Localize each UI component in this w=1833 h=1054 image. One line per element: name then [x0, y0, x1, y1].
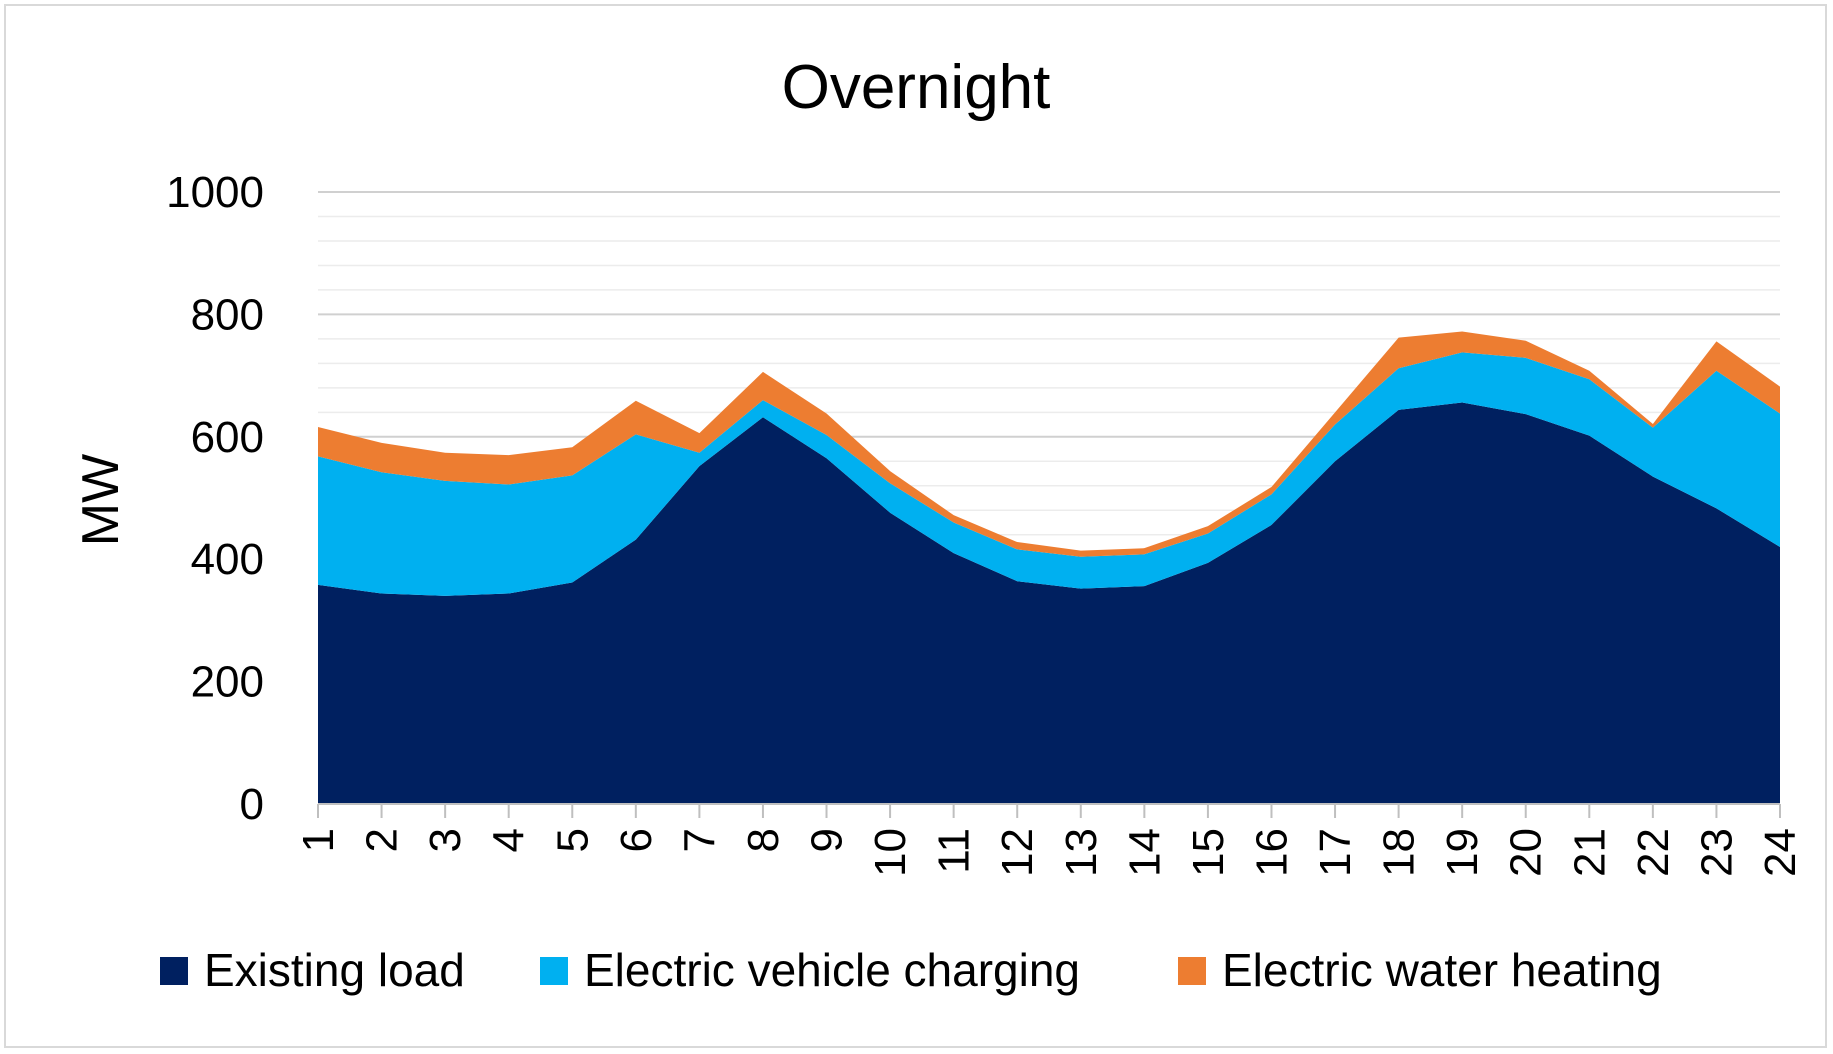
- y-axis-label: MW: [72, 454, 130, 546]
- x-tick-label: 24: [1756, 828, 1805, 877]
- x-tick-label: 21: [1565, 828, 1614, 877]
- y-tick-label: 1000: [166, 168, 264, 217]
- x-tick-label: 1: [294, 828, 343, 852]
- x-tick-label: 18: [1375, 828, 1424, 877]
- x-tick-label: 10: [866, 828, 915, 877]
- x-tick-label: 4: [485, 828, 534, 852]
- x-tick-label: 6: [612, 828, 661, 852]
- area-electric-vehicle-charging: [318, 352, 1780, 596]
- area-existing-load: [318, 402, 1780, 804]
- y-tick-label: 0: [240, 780, 264, 829]
- series-areas: [318, 331, 1780, 804]
- area-electric-water-heating: [318, 331, 1780, 557]
- legend-label: Electric water heating: [1222, 944, 1662, 996]
- x-tick-label: 9: [803, 828, 852, 852]
- x-tick-label: 17: [1311, 828, 1360, 877]
- y-tick-label: 400: [191, 535, 264, 584]
- x-tick-label: 14: [1120, 828, 1169, 877]
- x-tick-label: 5: [548, 828, 597, 852]
- x-tick-label: 15: [1184, 828, 1233, 877]
- x-tick-label: 13: [1057, 828, 1106, 877]
- y-tick-label: 200: [191, 658, 264, 707]
- y-tick-labels: 0 200 400 600 800 1000: [166, 168, 264, 829]
- legend-label: Existing load: [204, 944, 465, 996]
- x-tick-label: 7: [675, 828, 724, 852]
- x-tick-label: 12: [993, 828, 1042, 877]
- x-tick-label: 3: [421, 828, 470, 852]
- legend-swatch: [160, 957, 188, 985]
- y-tick-label: 600: [191, 413, 264, 462]
- x-tick-label: 2: [358, 828, 407, 852]
- x-tick-label: 22: [1629, 828, 1678, 877]
- x-tick-label: 8: [739, 828, 788, 852]
- legend-swatch: [540, 957, 568, 985]
- x-tick-label: 20: [1502, 828, 1551, 877]
- x-tick-label: 23: [1692, 828, 1741, 877]
- x-tick-label: 19: [1438, 828, 1487, 877]
- axes: [317, 803, 1781, 818]
- legend-swatch: [1178, 957, 1206, 985]
- x-tick-label: 11: [930, 828, 979, 874]
- x-tick-labels: 1 2 3 4 5 6 7 8 9 10 11 12 13 14 15 16 17 18 19 20 21 22 23 24: [294, 828, 1805, 877]
- chart-title: Overnight: [782, 53, 1051, 122]
- legend-label: Electric vehicle charging: [584, 944, 1080, 996]
- y-tick-label: 800: [191, 290, 264, 339]
- x-tick-label: 16: [1247, 828, 1296, 877]
- legend: Existing load Electric vehicle charging El…: [160, 944, 1662, 996]
